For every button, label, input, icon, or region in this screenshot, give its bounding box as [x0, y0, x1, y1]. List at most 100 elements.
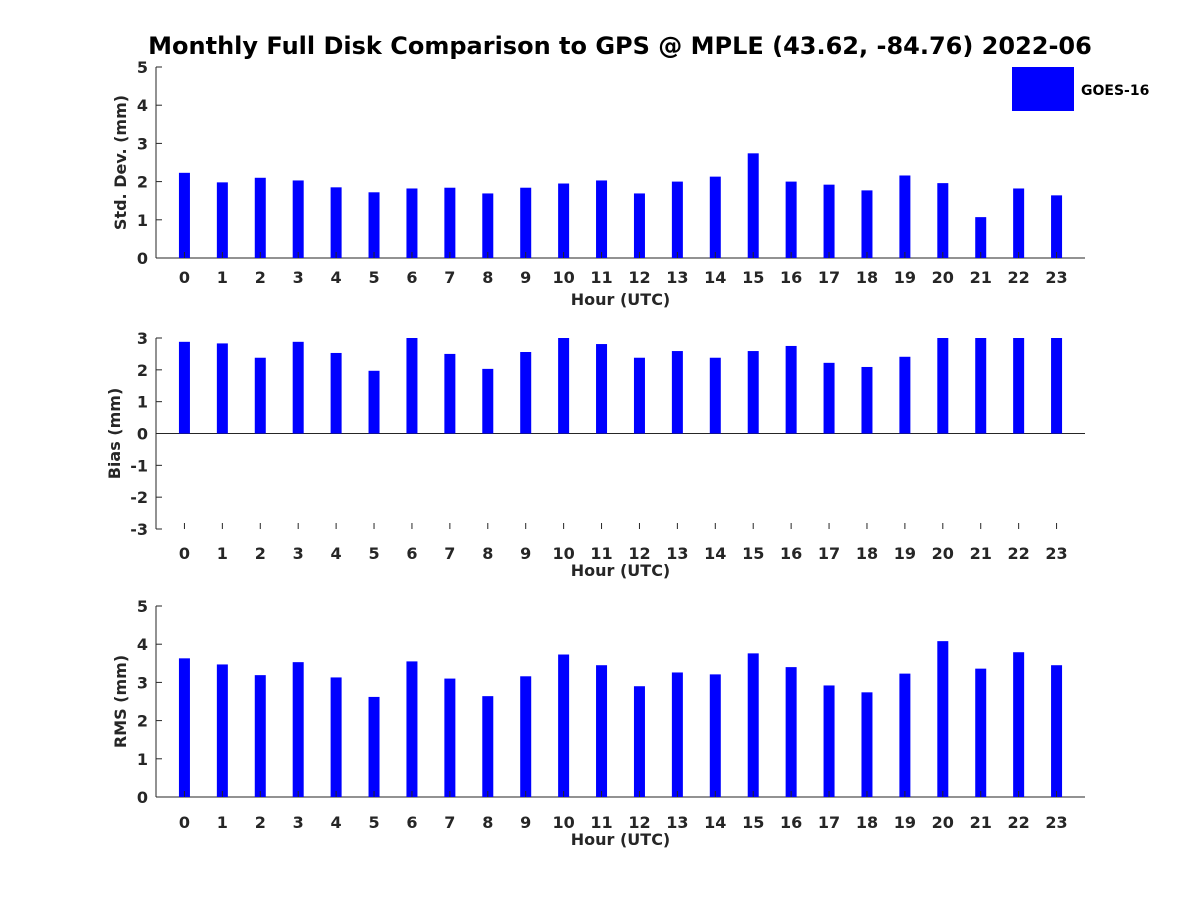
- y-tick-label: 1: [137, 750, 148, 769]
- bar-hour-9: [520, 352, 532, 434]
- bar-hour-18: [861, 190, 873, 258]
- bar-hour-23: [1051, 665, 1063, 797]
- x-tick-label: 22: [1008, 813, 1030, 832]
- x-tick-label: 17: [818, 813, 840, 832]
- bar-hour-21: [975, 338, 987, 434]
- x-tick-label: 18: [856, 268, 878, 287]
- x-tick-label: 1: [217, 268, 228, 287]
- x-tick-label: 13: [666, 813, 688, 832]
- bar-hour-22: [1013, 652, 1025, 797]
- bar-hour-14: [709, 357, 721, 434]
- x-tick-label: 11: [590, 813, 612, 832]
- x-tick-label: 20: [932, 813, 954, 832]
- x-axis-label: Hour (UTC): [571, 561, 671, 580]
- y-tick-label: 3: [137, 673, 148, 692]
- bar-hour-15: [747, 153, 759, 258]
- x-tick-label: 19: [894, 544, 916, 563]
- x-tick-label: 11: [590, 544, 612, 563]
- bar-hour-16: [785, 345, 797, 434]
- x-tick-label: 3: [293, 268, 304, 287]
- x-tick-label: 21: [970, 544, 992, 563]
- x-tick-label: 3: [293, 544, 304, 563]
- legend-swatch-goes-16: [1012, 67, 1074, 111]
- bar-hour-14: [709, 674, 721, 797]
- bar-hour-15: [747, 351, 759, 434]
- x-tick-label: 11: [590, 268, 612, 287]
- x-axis-label: Hour (UTC): [571, 290, 671, 309]
- bar-hour-13: [671, 351, 683, 434]
- x-tick-label: 0: [179, 268, 190, 287]
- x-tick-label: 17: [818, 544, 840, 563]
- bar-hour-4: [330, 187, 342, 258]
- x-tick-label: 12: [628, 268, 650, 287]
- bar-hour-23: [1051, 338, 1063, 434]
- bar-hour-12: [633, 686, 645, 797]
- x-tick-label: 20: [932, 268, 954, 287]
- bar-hour-15: [747, 653, 759, 797]
- bar-hour-20: [937, 338, 949, 434]
- x-tick-label: 23: [1045, 813, 1067, 832]
- bar-hour-2: [254, 177, 266, 258]
- x-tick-label: 23: [1045, 544, 1067, 563]
- bar-hour-23: [1051, 195, 1063, 258]
- bar-hour-8: [482, 696, 494, 797]
- x-tick-label: 6: [406, 268, 417, 287]
- x-tick-label: 2: [255, 544, 266, 563]
- x-tick-label: 8: [482, 268, 493, 287]
- x-tick-label: 1: [217, 813, 228, 832]
- bar-hour-10: [558, 183, 570, 258]
- x-tick-label: 4: [331, 268, 342, 287]
- bar-hour-5: [368, 192, 380, 258]
- x-tick-label: 5: [368, 544, 379, 563]
- x-tick-label: 14: [704, 544, 726, 563]
- x-tick-label: 7: [444, 813, 455, 832]
- y-axis-label: Std. Dev. (mm): [111, 95, 130, 230]
- x-tick-label: 2: [255, 268, 266, 287]
- x-tick-label: 18: [856, 544, 878, 563]
- y-axis-label: Bias (mm): [105, 388, 124, 480]
- chart-title: Monthly Full Disk Comparison to GPS @ MP…: [148, 32, 1092, 60]
- x-tick-label: 15: [742, 544, 764, 563]
- x-tick-label: 17: [818, 268, 840, 287]
- bar-hour-3: [292, 662, 304, 797]
- bar-hour-20: [937, 183, 949, 258]
- bar-hour-4: [330, 352, 342, 434]
- bar-hour-9: [520, 676, 532, 797]
- x-tick-label: 14: [704, 813, 726, 832]
- bar-hour-20: [937, 641, 949, 797]
- bar-hour-0: [178, 341, 190, 434]
- x-tick-label: 16: [780, 268, 802, 287]
- legend-label-goes-16: GOES-16: [1081, 83, 1149, 99]
- bar-hour-19: [899, 356, 911, 434]
- x-tick-label: 23: [1045, 268, 1067, 287]
- bar-hour-13: [671, 672, 683, 797]
- x-tick-label: 9: [520, 544, 531, 563]
- bar-hour-11: [596, 344, 608, 434]
- y-tick-label: 2: [137, 712, 148, 731]
- bar-hour-7: [444, 353, 456, 434]
- bar-hour-16: [785, 667, 797, 797]
- x-tick-label: 13: [666, 268, 688, 287]
- x-tick-label: 3: [293, 813, 304, 832]
- x-tick-label: 5: [368, 813, 379, 832]
- bar-hour-7: [444, 678, 456, 797]
- x-tick-label: 14: [704, 268, 726, 287]
- x-tick-label: 22: [1008, 268, 1030, 287]
- x-tick-label: 16: [780, 813, 802, 832]
- bar-hour-21: [975, 668, 987, 797]
- x-tick-label: 9: [520, 813, 531, 832]
- y-axis-label: RMS (mm): [111, 655, 130, 748]
- y-tick-label: -2: [130, 488, 148, 507]
- x-tick-label: 7: [444, 268, 455, 287]
- bar-hour-3: [292, 180, 304, 258]
- y-tick-label: -1: [130, 456, 148, 475]
- bar-hour-22: [1013, 338, 1025, 434]
- x-tick-label: 15: [742, 268, 764, 287]
- bar-hour-16: [785, 181, 797, 258]
- bar-hour-18: [861, 366, 873, 434]
- bar-hour-19: [899, 175, 911, 258]
- x-tick-label: 21: [970, 813, 992, 832]
